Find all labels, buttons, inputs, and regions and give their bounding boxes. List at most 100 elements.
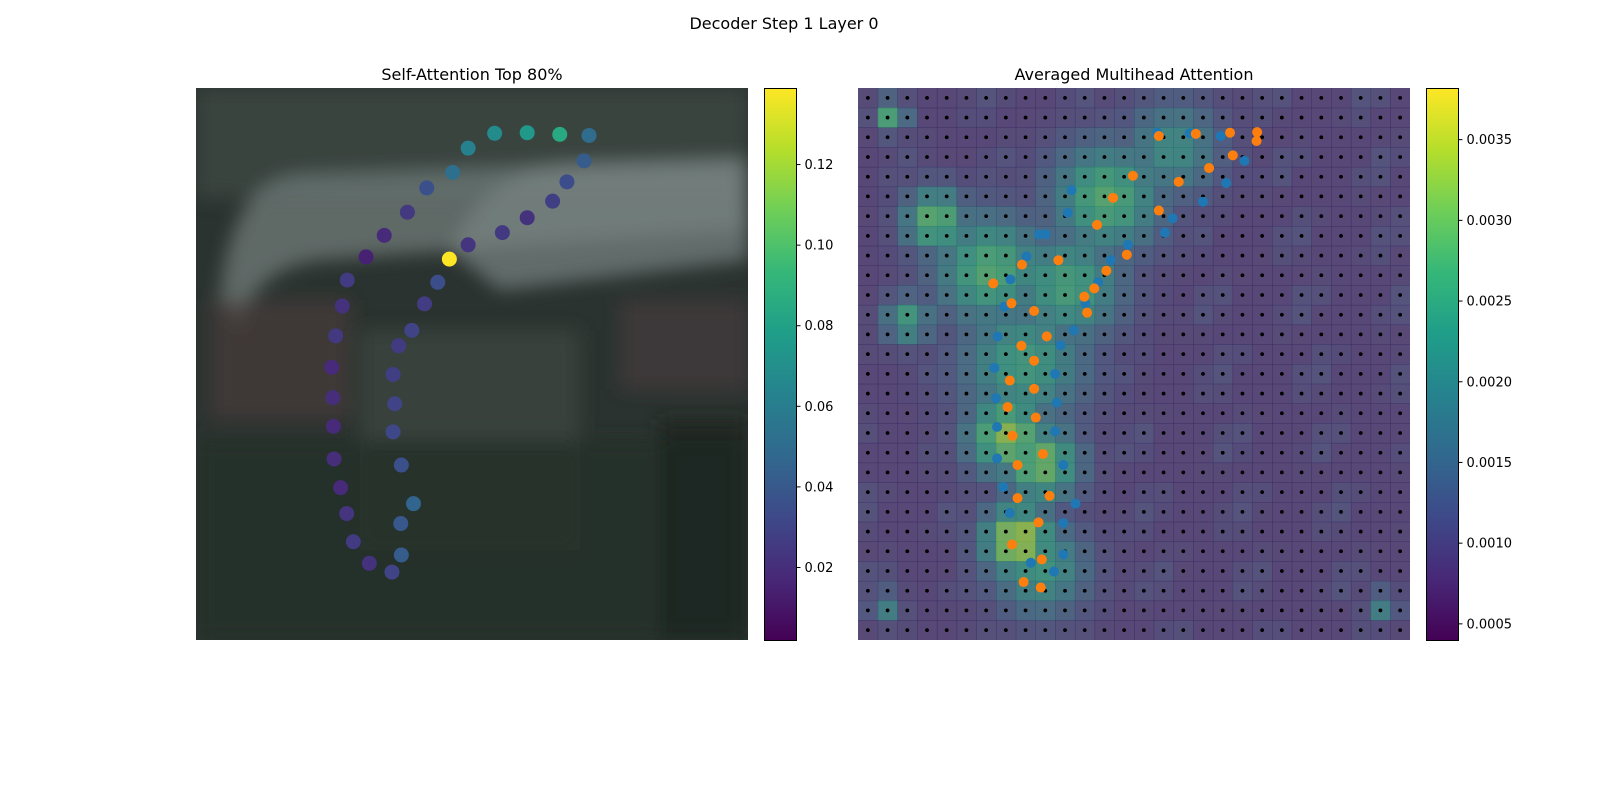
grid-dot	[1220, 549, 1225, 554]
grid-dot	[984, 332, 989, 337]
grid-dot	[964, 529, 969, 534]
grid-dot	[1063, 233, 1067, 238]
grid-dot	[1240, 628, 1245, 633]
left-image-background	[196, 88, 748, 640]
grid-dot	[1201, 312, 1205, 317]
grid-dot	[1003, 628, 1008, 633]
grid-dot	[1063, 431, 1067, 435]
grid-dot	[1398, 411, 1403, 416]
grid-dot	[1240, 391, 1245, 396]
grid-dot	[1023, 332, 1028, 337]
blue-point-35	[1055, 340, 1066, 351]
grid-dot	[865, 391, 870, 396]
grid-dot	[964, 569, 969, 573]
grid-dot	[964, 470, 969, 475]
grid-dot	[1339, 628, 1343, 633]
attention-point-29	[385, 366, 401, 382]
grid-dot	[1141, 450, 1146, 455]
grid-dot	[1358, 450, 1363, 455]
orange-point-37	[1036, 554, 1047, 565]
grid-dot	[1240, 174, 1245, 179]
grid-dot	[1141, 293, 1146, 297]
orange-point-20	[988, 278, 999, 289]
grid-dot	[1358, 312, 1363, 317]
grid-dot	[1102, 174, 1107, 179]
grid-dot	[1279, 450, 1284, 455]
grid-dot	[964, 371, 969, 376]
grid-dot	[1299, 509, 1304, 514]
grid-dot	[925, 509, 929, 514]
grid-dot	[1378, 233, 1383, 238]
orange-point-21	[1006, 298, 1017, 309]
grid-dot	[1141, 332, 1146, 337]
grid-dot	[1003, 95, 1008, 100]
grid-dot	[1023, 509, 1028, 514]
grid-dot	[1398, 608, 1403, 613]
grid-dot	[1220, 628, 1225, 633]
grid-dot	[1063, 115, 1067, 120]
left-colorbar-gradient	[764, 88, 797, 641]
grid-dot	[1319, 608, 1324, 613]
grid-dot	[1378, 588, 1383, 593]
grid-dot	[1339, 608, 1343, 613]
grid-dot	[1102, 233, 1107, 238]
grid-dot	[1181, 549, 1186, 554]
left-panel-title: Self-Attention Top 80%	[381, 65, 562, 84]
grid-dot	[1023, 233, 1028, 238]
grid-dot	[1319, 470, 1324, 475]
grid-dot	[1260, 470, 1265, 475]
blue-point-5	[1221, 177, 1232, 188]
grid-dot	[1220, 273, 1225, 278]
grid-dot	[905, 155, 910, 159]
grid-dot	[1023, 608, 1028, 613]
grid-dot	[1161, 608, 1166, 613]
grid-dot	[1220, 332, 1225, 337]
grid-dot	[885, 194, 890, 199]
grid-dot	[1279, 431, 1284, 435]
grid-dot	[1161, 588, 1166, 593]
orange-point-35	[1033, 517, 1044, 528]
orange-point-39	[1035, 582, 1046, 593]
grid-dot	[1398, 253, 1403, 258]
right-heatmap	[858, 88, 1410, 640]
grid-dot	[1161, 194, 1166, 199]
grid-dot	[1082, 253, 1087, 258]
grid-dot	[984, 194, 989, 199]
grid-dot	[1201, 253, 1205, 258]
grid-dot	[964, 273, 969, 278]
grid-dot	[1043, 312, 1048, 317]
grid-dot	[944, 450, 949, 455]
attention-point-17	[326, 451, 342, 467]
blue-point-8	[1159, 227, 1170, 238]
grid-dot	[1220, 608, 1225, 613]
grid-dot	[1358, 233, 1363, 238]
grid-dot	[1161, 293, 1166, 297]
grid-dot	[984, 273, 989, 278]
grid-dot	[1220, 352, 1225, 357]
grid-dot	[1102, 509, 1107, 514]
grid-dot	[1358, 608, 1363, 613]
grid-dot	[1023, 529, 1028, 534]
grid-dot	[1279, 509, 1284, 514]
grid-dot	[964, 115, 969, 120]
grid-dot	[1240, 95, 1245, 100]
grid-dot	[964, 174, 969, 179]
grid-dot	[905, 371, 910, 376]
grid-dot	[1102, 115, 1107, 120]
attention-point-28	[387, 396, 403, 412]
grid-dot	[1063, 509, 1067, 514]
grid-dot	[1181, 628, 1186, 633]
grid-dot	[1220, 431, 1225, 435]
grid-dot	[1122, 391, 1127, 396]
grid-dot	[1220, 391, 1225, 396]
grid-dot	[1122, 95, 1127, 100]
grid-dot	[1240, 115, 1245, 120]
grid-dot	[905, 450, 910, 455]
grid-dot	[1260, 312, 1265, 317]
grid-dot	[944, 174, 949, 179]
colorbar-tick-label: 0.0035	[1467, 133, 1513, 148]
grid-dot	[1141, 569, 1146, 573]
grid-dot	[1122, 431, 1127, 435]
grid-dot	[1102, 569, 1107, 573]
grid-dot	[964, 628, 969, 633]
